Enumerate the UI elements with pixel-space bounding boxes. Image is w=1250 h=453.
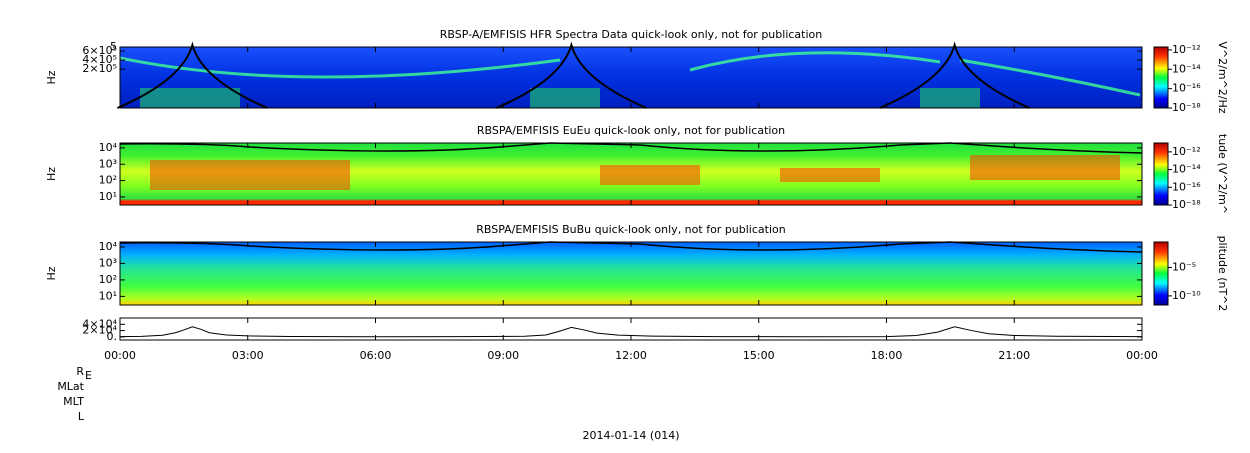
y-axis-label: Hz	[45, 266, 58, 280]
y-tick-label: 10²	[99, 273, 117, 286]
panel-title: RBSPA/EMFISIS EuEu quick-look only, not …	[477, 124, 785, 137]
spectrogram-image	[120, 47, 1142, 108]
ephemeris-label: MLT	[63, 395, 84, 408]
x-tick-label: 00:00	[1126, 349, 1158, 362]
cyclotron-curve	[119, 241, 1143, 253]
spectrogram-texture	[600, 165, 700, 185]
spectrogram-texture	[970, 155, 1120, 180]
colorbar-label: V^2/m^2/Hz	[1216, 41, 1229, 113]
spectrogram-texture	[780, 168, 880, 182]
x-tick-label: 15:00	[743, 349, 775, 362]
x-tick-label: 06:00	[360, 349, 392, 362]
y-axis-label: Hz	[45, 167, 58, 181]
x-tick-label: 09:00	[487, 349, 519, 362]
colorbar-tick-label: 10⁻¹⁸	[1172, 101, 1201, 114]
colorbar-label: plitude (nT^2	[1216, 236, 1229, 312]
spectrogram-texture	[140, 88, 240, 108]
y-tick-label: 0.	[107, 330, 118, 343]
colorbar-tick-label: 10⁻¹⁰	[1172, 289, 1201, 302]
ephemeris-label: L	[78, 410, 85, 423]
panel-title: RBSPA/EMFISIS BuBu quick-look only, not …	[476, 223, 786, 236]
ephemeris-label: MLat	[57, 380, 84, 393]
x-tick-label: 12:00	[615, 349, 647, 362]
y-tick-label: 10¹	[99, 289, 117, 302]
y-tick-label: 10⁴	[99, 141, 118, 154]
x-tick-label: 18:00	[871, 349, 903, 362]
colorbar-label: tude (V^2/m^	[1216, 134, 1229, 214]
x-tick-label: 03:00	[232, 349, 264, 362]
x-axis-label: 2014-01-14 (014)	[582, 429, 679, 442]
y-tick-label: 10¹	[99, 190, 117, 203]
cyclotron-curve	[495, 41, 647, 109]
spectrogram-texture	[530, 88, 600, 108]
y-tick-label: 10³	[99, 157, 117, 170]
y-tick-label: 10⁴	[99, 240, 118, 253]
colorbar-tick-label: 10⁻¹⁸	[1172, 198, 1201, 211]
ephemeris-label: R	[76, 365, 84, 378]
y-tick-label: 10³	[99, 256, 117, 269]
y-tick-label: 5	[110, 40, 117, 53]
cyclotron-curve	[879, 41, 1031, 109]
y-tick-label: 6×10⁵	[82, 44, 117, 57]
colorbar-tick-label: 10⁻¹⁴	[1172, 163, 1201, 176]
y-axis-label: Hz	[45, 70, 58, 84]
colorbar	[1153, 142, 1169, 206]
cyclotron-curve	[116, 41, 268, 109]
y-tick-label: 2×10⁴	[82, 324, 117, 337]
panel-title: RBSP-A/EMFISIS HFR Spectra Data quick-lo…	[440, 28, 823, 41]
colorbar-tick-label: 10⁻⁵	[1172, 260, 1196, 273]
cyclotron-curve	[119, 142, 1143, 154]
colorbar-tick-label: 10⁻¹⁴	[1172, 62, 1201, 75]
colorbar-tick-label: 10⁻¹²	[1172, 145, 1201, 158]
colorbar-tick-label: 10⁻¹⁶	[1172, 82, 1201, 95]
y-tick-label: 10²	[99, 174, 117, 187]
y-tick-label: 4×10⁴	[82, 317, 117, 330]
colorbar	[1153, 46, 1169, 109]
y-tick-label: 2×10⁵	[82, 62, 117, 75]
colorbar	[1153, 241, 1169, 306]
spectrogram-texture	[119, 51, 1141, 97]
line-series	[119, 326, 1143, 338]
spectrogram-image	[120, 242, 1142, 305]
ephemeris-subscript: E	[85, 369, 92, 382]
x-tick-label: 00:00	[104, 349, 136, 362]
colorbar-tick-label: 10⁻¹⁶	[1172, 180, 1201, 193]
colorbar-tick-label: 10⁻¹²	[1172, 43, 1201, 56]
x-tick-label: 21:00	[998, 349, 1030, 362]
spectrogram-texture	[150, 160, 350, 190]
spectrogram-texture	[920, 88, 980, 108]
line-panel	[120, 318, 1142, 340]
y-tick-label: 4×10⁵	[82, 53, 117, 66]
